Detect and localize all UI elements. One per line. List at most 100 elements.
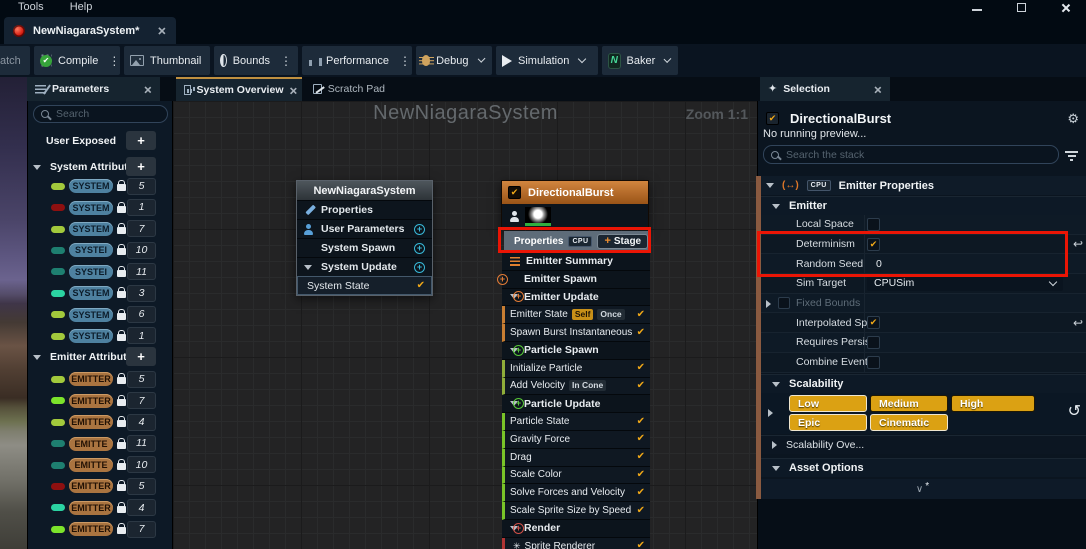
compile-button[interactable]: ✔ Compile ⋮ bbox=[34, 46, 120, 75]
scalability-overrides-header[interactable]: Scalability Ove... bbox=[758, 435, 1086, 454]
node-row-system-state[interactable]: System State ✔ bbox=[297, 276, 432, 295]
collapse-icon[interactable] bbox=[33, 354, 41, 360]
emitter-enabled-checkbox[interactable]: ✔ bbox=[508, 186, 521, 199]
parameter-row[interactable]: EMITTER 7 bbox=[28, 519, 172, 540]
parameter-row[interactable]: EMITTER 4 bbox=[28, 497, 172, 518]
enabled-check-icon[interactable]: ✔ bbox=[636, 468, 645, 480]
performance-options-icon[interactable]: ⋮ bbox=[398, 53, 411, 68]
section-emitter-attributes[interactable]: Emitter Attributes + bbox=[28, 347, 172, 367]
node-row-gravity-force[interactable]: Gravity Force ✔ bbox=[502, 430, 650, 449]
expand-icon[interactable] bbox=[772, 441, 777, 449]
property-row-random-seed[interactable]: Random Seed 0 bbox=[758, 254, 1086, 275]
isolate-icon[interactable] bbox=[510, 210, 519, 222]
parameter-row[interactable]: SYSTEM 1 bbox=[28, 325, 172, 346]
enabled-check-icon[interactable]: ✔ bbox=[636, 486, 645, 498]
node-row-system-spawn[interactable]: System Spawn + bbox=[297, 238, 432, 257]
node-row-emitter-summary[interactable]: Emitter Summary bbox=[502, 253, 650, 271]
collapse-icon[interactable] bbox=[772, 203, 780, 209]
parameter-row[interactable]: SYSTEM 3 bbox=[28, 283, 172, 304]
node-row-properties[interactable]: Properties bbox=[297, 200, 432, 219]
add-module-icon[interactable]: + bbox=[513, 291, 524, 303]
quality-button-high[interactable]: High bbox=[951, 395, 1035, 412]
parameter-row[interactable]: EMITTE 11 bbox=[28, 433, 172, 454]
node-row-sprite-renderer[interactable]: ✳ Sprite Renderer ✔ bbox=[502, 537, 650, 549]
parameter-row[interactable]: SYSTEM 6 bbox=[28, 304, 172, 325]
system-overview-graph[interactable]: NewNiagaraSystem Zoom 1:1 NewNiagaraSyst… bbox=[172, 101, 757, 549]
node-row-particle-spawn[interactable]: Particle Spawn + bbox=[502, 341, 650, 360]
add-module-icon[interactable]: + bbox=[414, 242, 425, 254]
enabled-check-icon[interactable]: ✔ bbox=[636, 433, 645, 445]
emitter-properties-header[interactable]: (↔) CPU Emitter Properties bbox=[758, 176, 1086, 195]
close-system-overview-icon[interactable] bbox=[290, 86, 294, 93]
collapse-icon[interactable] bbox=[304, 264, 312, 270]
enabled-check-icon[interactable]: ✔ bbox=[636, 362, 645, 374]
enabled-check-icon[interactable]: ✔ bbox=[636, 540, 645, 549]
collapse-icon[interactable] bbox=[33, 164, 41, 170]
parameter-row[interactable]: SYSTEM 5 bbox=[28, 176, 172, 197]
tab-system-overview[interactable]: System Overview bbox=[176, 77, 302, 101]
section-system-attributes[interactable]: System Attributes + bbox=[28, 157, 172, 177]
add-user-exposed-button[interactable]: + bbox=[126, 131, 156, 150]
baker-dropdown[interactable]: N Baker bbox=[602, 46, 678, 75]
random-seed-value[interactable]: 0 bbox=[876, 257, 882, 270]
clipped-toolbar-button[interactable]: atch bbox=[0, 46, 30, 75]
property-row-local-space[interactable]: Local Space bbox=[758, 215, 1086, 235]
preview-viewport[interactable] bbox=[0, 77, 27, 549]
details-expander[interactable]: ∨ * bbox=[758, 479, 1086, 499]
menu-help[interactable]: Help bbox=[69, 1, 93, 13]
emitter-thumbnail[interactable] bbox=[525, 206, 551, 226]
quality-button-epic[interactable]: Epic bbox=[789, 414, 867, 431]
parameter-row[interactable]: SYSTEI 10 bbox=[28, 240, 172, 261]
local-space-checkbox[interactable] bbox=[867, 217, 880, 231]
system-node[interactable]: NewNiagaraSystem Properties User Paramete… bbox=[296, 180, 433, 296]
add-module-icon[interactable]: + bbox=[513, 522, 524, 534]
selection-enabled-checkbox[interactable]: ✔ bbox=[766, 111, 779, 125]
enabled-check-icon[interactable]: ✔ bbox=[636, 379, 645, 391]
emitter-group-header[interactable]: Emitter bbox=[758, 196, 1086, 215]
node-row-drag[interactable]: Drag ✔ bbox=[502, 448, 650, 467]
filter-icon[interactable] bbox=[1065, 151, 1078, 161]
add-module-icon[interactable]: + bbox=[414, 223, 425, 235]
scalability-header[interactable]: Scalability bbox=[758, 374, 1086, 393]
emitter-node[interactable]: ✔ DirectionalBurst Properties CPU + Stag… bbox=[497, 180, 650, 549]
node-row-add-velocity[interactable]: Add Velocity In Cone ✔ bbox=[502, 377, 650, 396]
combine-event-checkbox[interactable] bbox=[867, 355, 880, 369]
node-row-render[interactable]: Render + bbox=[502, 519, 650, 538]
node-row-initialize-particle[interactable]: Initialize Particle ✔ bbox=[502, 359, 650, 378]
node-row-particle-state[interactable]: Particle State ✔ bbox=[502, 413, 650, 431]
node-row-particle-update[interactable]: Particle Update + bbox=[502, 395, 650, 414]
property-row-interpolated-sp[interactable]: Interpolated Sp... ✔ ↩ bbox=[758, 313, 1086, 334]
interpolated-sp-checkbox[interactable]: ✔ bbox=[867, 316, 880, 330]
collapse-icon[interactable] bbox=[772, 381, 780, 387]
maximize-button[interactable] bbox=[1014, 2, 1028, 14]
enabled-check-icon[interactable]: ✔ bbox=[636, 308, 645, 320]
add-module-icon[interactable]: + bbox=[414, 261, 425, 273]
add-module-icon[interactable]: + bbox=[513, 398, 524, 410]
bounds-button[interactable]: Bounds ⋮ bbox=[214, 46, 298, 75]
stack-search[interactable] bbox=[763, 145, 1059, 164]
node-row-scale-sprite-size-by-speed[interactable]: Scale Sprite Size by Speed ✔ bbox=[502, 502, 650, 520]
parameters-search[interactable] bbox=[33, 105, 168, 123]
requires-persis-checkbox[interactable] bbox=[867, 335, 880, 349]
reset-quality-icon[interactable]: ↺ bbox=[1067, 403, 1081, 420]
performance-button[interactable]: Performance ⋮ bbox=[302, 46, 412, 75]
section-user-exposed[interactable]: User Exposed + bbox=[28, 131, 172, 151]
enabled-check-icon[interactable]: ✔ bbox=[416, 280, 425, 291]
sim-target-dropdown[interactable]: CPUSim bbox=[867, 275, 1063, 292]
gear-icon[interactable]: ⚙ bbox=[1067, 110, 1079, 126]
add-module-icon[interactable]: + bbox=[497, 273, 508, 285]
compile-options-icon[interactable]: ⋮ bbox=[108, 53, 121, 68]
system-node-title[interactable]: NewNiagaraSystem bbox=[297, 181, 432, 200]
parameter-row[interactable]: EMITTER 5 bbox=[28, 369, 172, 390]
parameter-row[interactable]: EMITTER 5 bbox=[28, 476, 172, 497]
property-row-fixed-bounds[interactable]: Fixed Bounds bbox=[758, 293, 1086, 314]
tab-parameters[interactable]: Parameters bbox=[27, 77, 160, 101]
add-system-attribute-button[interactable]: + bbox=[126, 157, 156, 176]
quality-button-low[interactable]: Low bbox=[789, 395, 867, 412]
collapse-icon[interactable] bbox=[772, 465, 780, 471]
node-row-solve-forces-and-velocity[interactable]: Solve Forces and Velocity ✔ bbox=[502, 484, 650, 503]
parameter-row[interactable]: SYSTEM 1 bbox=[28, 197, 172, 218]
emitter-node-header[interactable]: ✔ DirectionalBurst bbox=[502, 181, 648, 204]
reset-to-default-icon[interactable]: ↩ bbox=[1072, 237, 1083, 252]
property-row-determinism[interactable]: Determinism ✔ ↩ bbox=[758, 234, 1086, 255]
